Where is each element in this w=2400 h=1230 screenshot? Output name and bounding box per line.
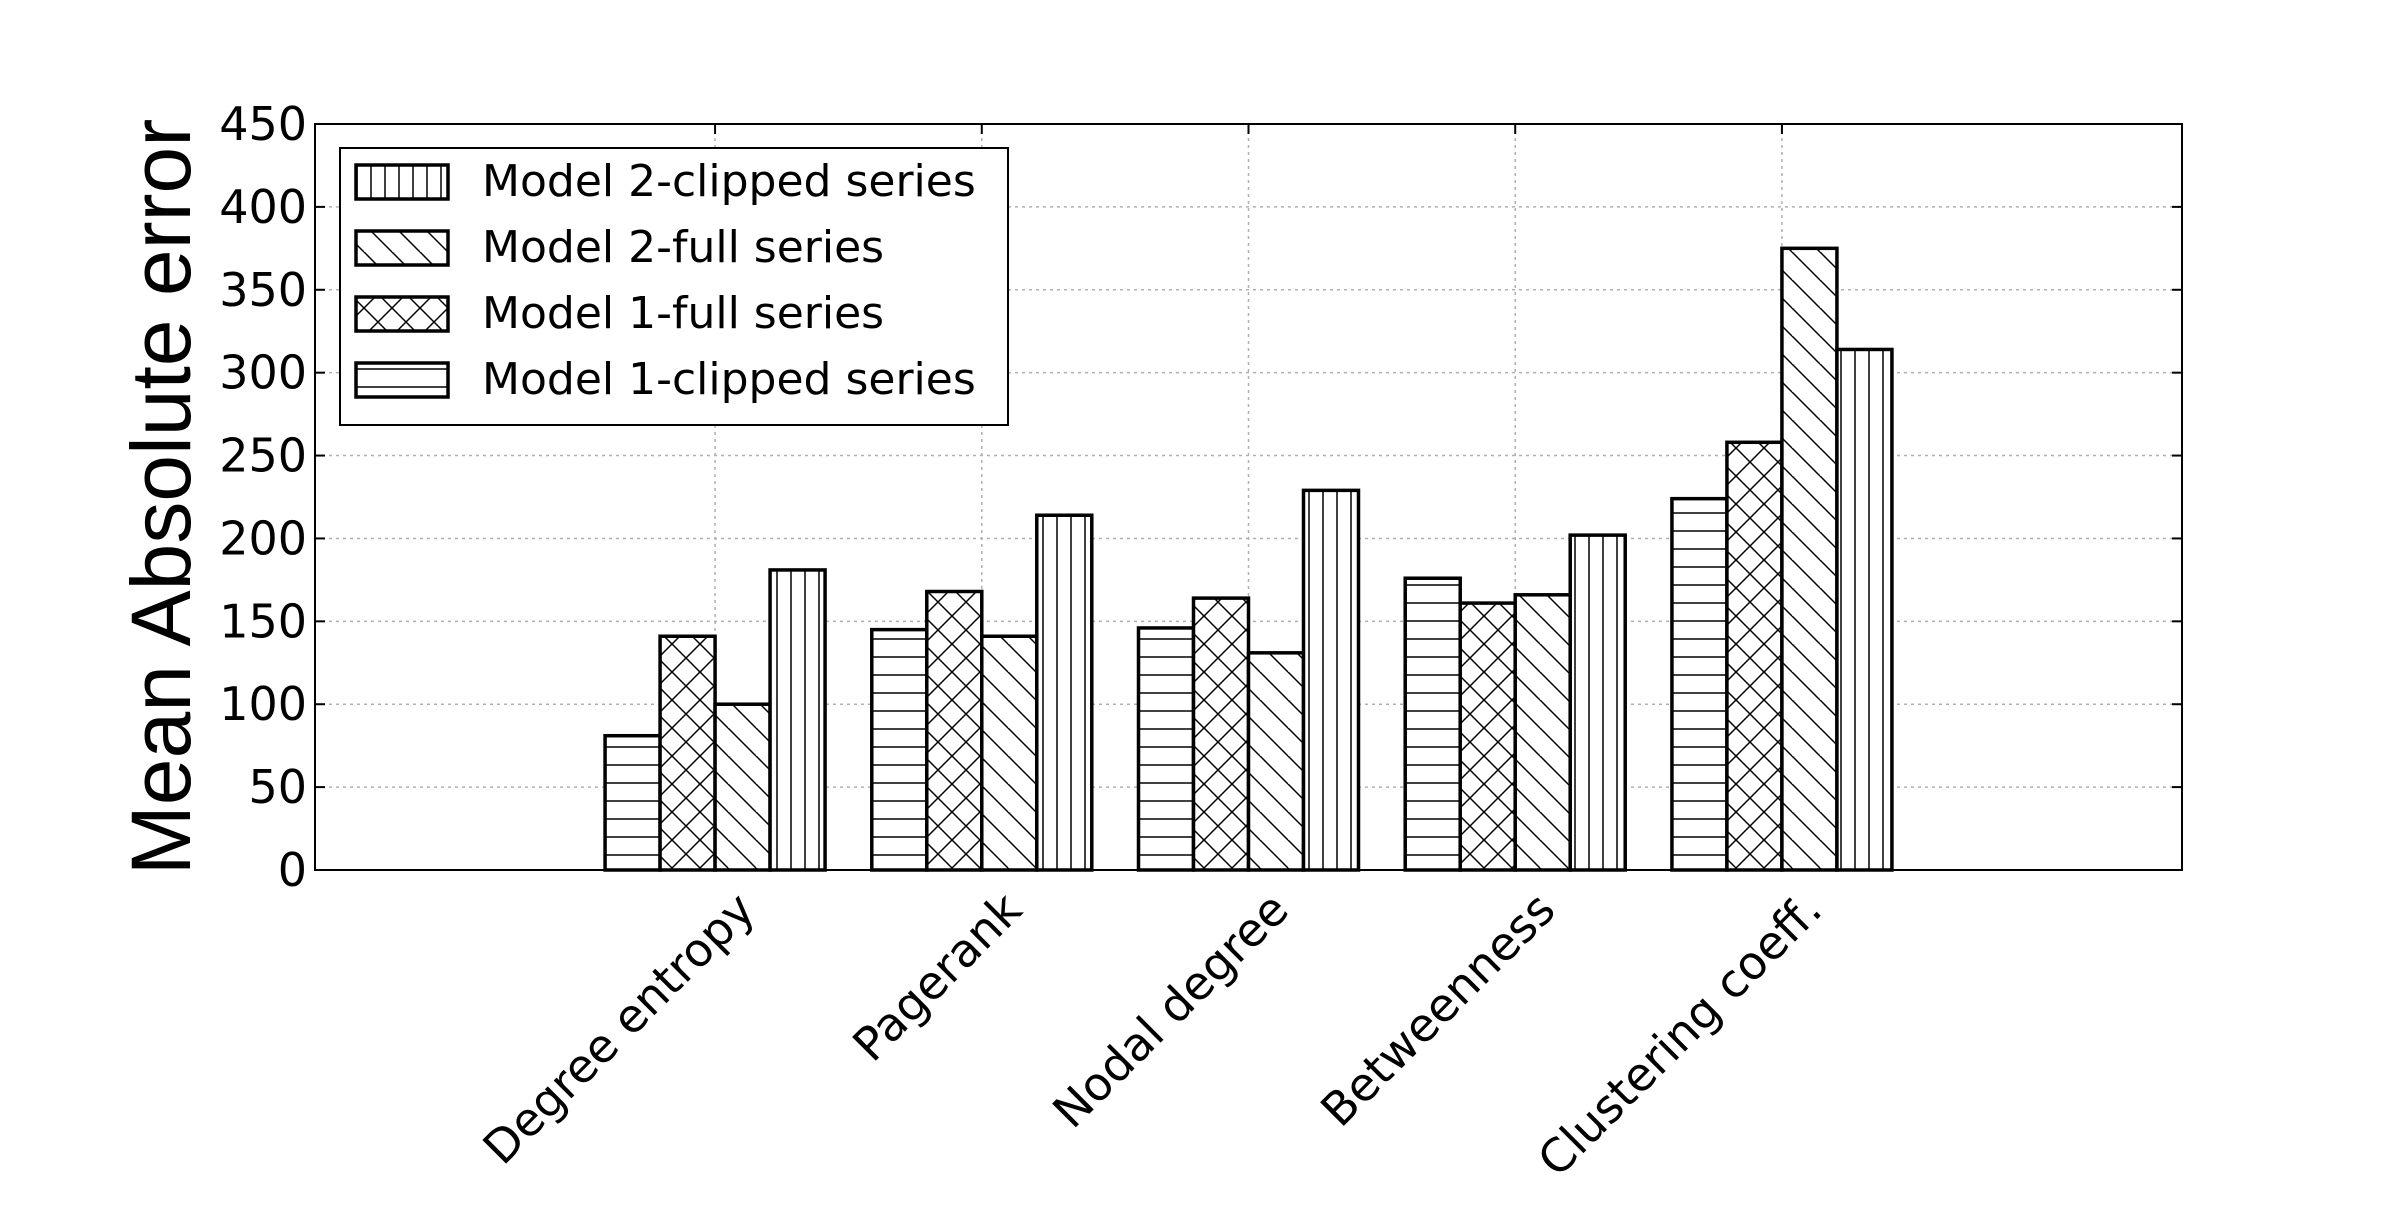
bar-hatch: [713, 702, 772, 872]
bar: [1725, 440, 1784, 872]
bar: [1670, 496, 1729, 872]
bar: [1780, 246, 1839, 872]
y-tick-label: 300: [219, 346, 307, 400]
x-tick-label: Degree entropy: [472, 882, 765, 1175]
legend-frame: [339, 147, 1009, 426]
bar: [1301, 488, 1361, 872]
bar-hatch: [1246, 651, 1306, 872]
bar-hatch: [980, 634, 1039, 872]
bar: [980, 634, 1039, 872]
legend-label: Model 1-clipped series: [482, 354, 976, 405]
y-tick-labels: 0 50 100 150 200 250 300 350 400 450: [219, 97, 2182, 897]
y-tick-label: 150: [219, 594, 307, 648]
bar-hatch: [1458, 601, 1517, 872]
legend-label: Model 1-full series: [482, 288, 884, 339]
legend-item: Model 1-full series: [354, 288, 884, 339]
bar-hatch: [1191, 596, 1251, 872]
y-tick-label: 450: [219, 97, 307, 151]
bar-hatch: [1835, 347, 1894, 872]
bar-hatch: [1403, 576, 1462, 872]
y-tick-label: 200: [219, 511, 307, 565]
bar-hatch: [1513, 593, 1572, 872]
legend-swatch: [354, 163, 450, 201]
bar: [1191, 596, 1251, 872]
legend-item: Model 2-full series: [354, 222, 884, 273]
legend-swatch: [354, 295, 450, 333]
bar-hatch: [603, 733, 662, 872]
legend: Model 2-clipped series Model 2-full serie…: [339, 147, 1009, 426]
bar: [768, 568, 827, 872]
bar: [603, 733, 662, 872]
legend-item: Model 2-clipped series: [354, 156, 976, 207]
legend-item: Model 1-clipped series: [354, 354, 976, 405]
bar: [1246, 651, 1306, 872]
bar-hatch: [1136, 626, 1196, 872]
bar: [1035, 513, 1094, 872]
bar-hatch: [1568, 533, 1627, 872]
bar: [658, 634, 717, 872]
y-tick-label: 250: [219, 429, 307, 483]
bar: [1458, 601, 1517, 872]
bar-hatch: [870, 627, 929, 872]
legend-label: Model 2-full series: [482, 222, 884, 273]
bar-hatch: [925, 589, 984, 872]
bar: [713, 702, 772, 872]
y-tick-label: 0: [278, 843, 307, 897]
bar: [925, 589, 984, 872]
x-tick-label: Pagerank: [842, 882, 1032, 1072]
y-tick-label: 400: [219, 180, 307, 234]
y-tick-label: 50: [248, 760, 307, 814]
legend-label: Model 2-clipped series: [482, 156, 976, 207]
bar: [1136, 626, 1196, 872]
x-tick-label: Nodal degree: [1042, 882, 1298, 1138]
bar: [1513, 593, 1572, 872]
x-tick-label: Betweenness: [1310, 882, 1565, 1137]
legend-swatch: [354, 361, 450, 399]
y-axis-title: Mean Absolute error: [114, 119, 208, 875]
bar-hatch: [1780, 246, 1839, 872]
bar: [1403, 576, 1462, 872]
bar-hatch: [1035, 513, 1094, 872]
bar: [1568, 533, 1627, 872]
y-tick-label: 350: [219, 263, 307, 317]
bar-hatch: [1725, 440, 1784, 872]
x-tick-label: Clustering coeff.: [1527, 882, 1832, 1187]
bar-hatch: [1301, 488, 1361, 872]
bar-hatch: [658, 634, 717, 872]
bars-group: [603, 246, 1894, 872]
bar-hatch: [768, 568, 827, 872]
bar: [870, 627, 929, 872]
bar-hatch: [1670, 496, 1729, 872]
legend-swatch: [354, 229, 450, 267]
y-tick-label: 100: [219, 677, 307, 731]
bar: [1835, 347, 1894, 872]
